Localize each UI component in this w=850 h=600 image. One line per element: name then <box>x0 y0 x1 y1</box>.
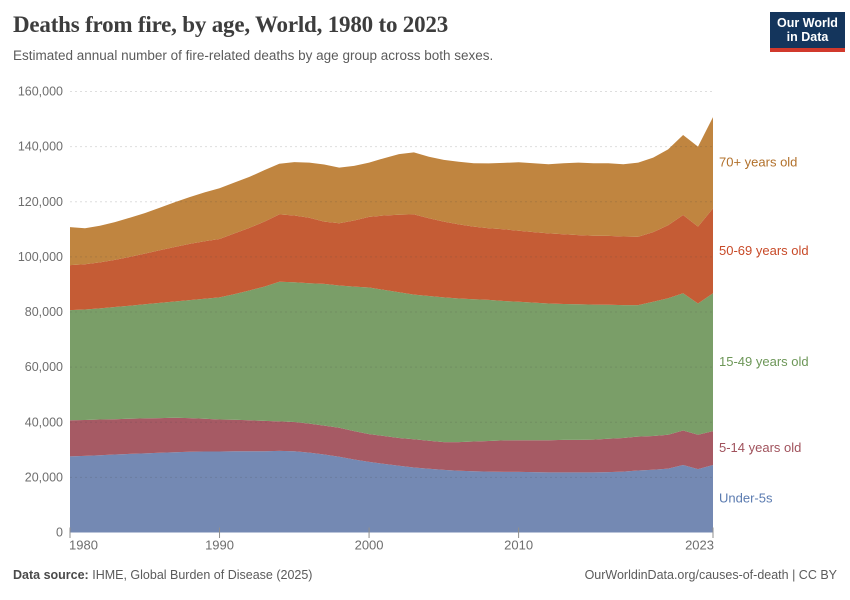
series-label-under-5s[interactable]: Under-5s <box>719 491 773 506</box>
page-title: Deaths from fire, by age, World, 1980 to… <box>13 12 448 37</box>
series-label-5-14-years-old[interactable]: 5-14 years old <box>719 440 801 455</box>
series-label-70-plus-years-old[interactable]: 70+ years old <box>719 155 797 170</box>
data-source-value: IHME, Global Burden of Disease (2025) <box>92 568 313 582</box>
x-tick-label: 1990 <box>205 538 234 553</box>
area-band-70-plus-years-old[interactable] <box>70 117 713 266</box>
owid-logo[interactable]: Our World in Data <box>770 12 845 52</box>
data-source-label: Data source: <box>13 568 89 582</box>
x-tick-label: 2000 <box>355 538 384 553</box>
area-band-15-49-years-old[interactable] <box>70 281 713 443</box>
owid-logo-line2: in Data <box>786 30 829 44</box>
y-tick-label: 80,000 <box>25 305 63 319</box>
chart-subtitle: Estimated annual number of fire-related … <box>13 48 494 63</box>
y-tick-label: 140,000 <box>18 140 63 154</box>
y-tick-label: 160,000 <box>18 85 63 99</box>
x-tick-label: 2023 <box>685 538 714 553</box>
x-tick-label: 2010 <box>504 538 533 553</box>
x-tick-label: 1980 <box>69 538 98 553</box>
y-tick-label: 40,000 <box>25 415 63 429</box>
series-labels: Under-5s 5-14 years old 15-49 years old 50-… <box>719 155 809 506</box>
credit-link[interactable]: OurWorldinData.org/causes-of-death | CC … <box>584 568 837 582</box>
y-tick-label: 20,000 <box>25 470 63 484</box>
area-band-50-69-years-old[interactable] <box>70 208 713 311</box>
y-axis-labels: 0 20,000 40,000 60,000 80,000 100,000 120,000 1… <box>18 85 63 540</box>
y-tick-label: 60,000 <box>25 360 63 374</box>
area-band-under-5s[interactable] <box>70 450 713 533</box>
series-label-50-69-years-old[interactable]: 50-69 years old <box>719 243 809 258</box>
owid-logo-line1: Our World <box>777 15 838 30</box>
gridlines <box>70 91 713 478</box>
y-tick-label: 0 <box>56 526 63 540</box>
series-label-15-49-years-old[interactable]: 15-49 years old <box>719 354 809 369</box>
y-tick-label: 120,000 <box>18 195 63 209</box>
data-source: Data source: IHME, Global Burden of Dise… <box>13 568 312 582</box>
area-band-5-14-years-old[interactable] <box>70 417 713 473</box>
x-axis-labels: 1980 1990 2000 2010 2023 <box>69 527 714 553</box>
area-bands <box>70 117 713 533</box>
y-tick-label: 100,000 <box>18 250 63 264</box>
